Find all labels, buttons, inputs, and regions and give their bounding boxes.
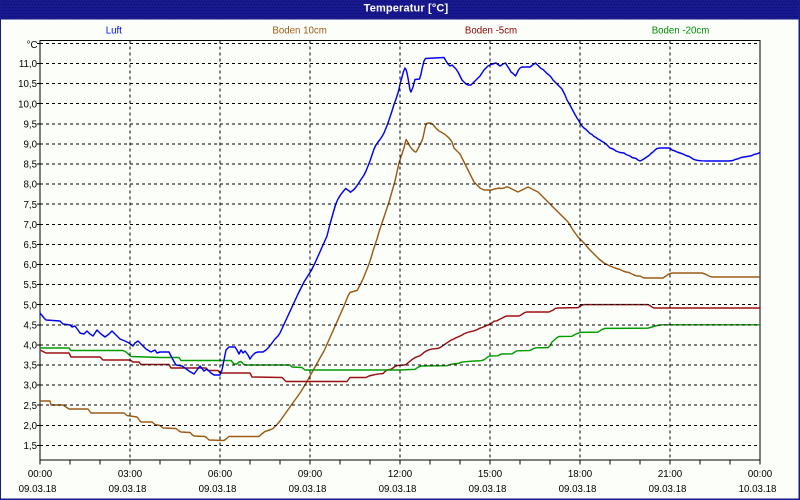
svg-text:Boden 10cm: Boden 10cm (272, 26, 326, 37)
svg-text:9,5: 9,5 (24, 119, 37, 130)
svg-text:Boden -5cm: Boden -5cm (465, 26, 517, 37)
svg-text:Luft: Luft (106, 26, 122, 37)
svg-text:09.03.18: 09.03.18 (469, 484, 507, 495)
svg-text:2,0: 2,0 (24, 421, 38, 432)
svg-text:9,0: 9,0 (24, 140, 38, 151)
svg-text:3,0: 3,0 (24, 381, 38, 392)
svg-text:6,5: 6,5 (24, 240, 37, 251)
svg-text:10,0: 10,0 (18, 99, 37, 110)
svg-text:4,0: 4,0 (24, 341, 38, 352)
svg-text:4,5: 4,5 (24, 320, 37, 331)
svg-text:00:00: 00:00 (28, 469, 53, 480)
svg-text:06:00: 06:00 (208, 469, 233, 480)
svg-text:09.03.18: 09.03.18 (199, 484, 237, 495)
svg-text:21:00: 21:00 (658, 469, 683, 480)
svg-text:1,5: 1,5 (24, 441, 37, 452)
svg-text:09.03.18: 09.03.18 (19, 484, 57, 495)
svg-text:2,5: 2,5 (24, 401, 37, 412)
svg-text:11,0: 11,0 (19, 59, 38, 70)
svg-text:5,0: 5,0 (24, 300, 38, 311)
svg-text:°C: °C (27, 40, 38, 51)
svg-text:18:00: 18:00 (568, 469, 593, 480)
svg-text:09.03.18: 09.03.18 (109, 484, 147, 495)
svg-text:09.03.18: 09.03.18 (289, 484, 327, 495)
svg-text:Temperatur [°C]: Temperatur [°C] (364, 2, 449, 14)
svg-text:3,5: 3,5 (24, 361, 37, 372)
svg-text:09.03.18: 09.03.18 (559, 484, 597, 495)
svg-text:8,5: 8,5 (24, 160, 37, 171)
svg-text:00:00: 00:00 (748, 469, 773, 480)
svg-text:7,5: 7,5 (24, 200, 37, 211)
svg-text:Boden -20cm: Boden -20cm (652, 26, 710, 37)
svg-text:10.03.18: 10.03.18 (739, 484, 777, 495)
svg-text:8,0: 8,0 (24, 180, 38, 191)
svg-text:09.03.18: 09.03.18 (649, 484, 687, 495)
svg-text:7,0: 7,0 (24, 220, 38, 231)
svg-text:03:00: 03:00 (118, 469, 143, 480)
svg-text:09:00: 09:00 (298, 469, 323, 480)
svg-text:12:00: 12:00 (388, 469, 413, 480)
svg-text:15:00: 15:00 (478, 469, 503, 480)
svg-text:10,5: 10,5 (18, 79, 37, 90)
svg-text:5,5: 5,5 (24, 280, 37, 291)
svg-text:09.03.18: 09.03.18 (379, 484, 417, 495)
svg-text:6,0: 6,0 (24, 260, 38, 271)
